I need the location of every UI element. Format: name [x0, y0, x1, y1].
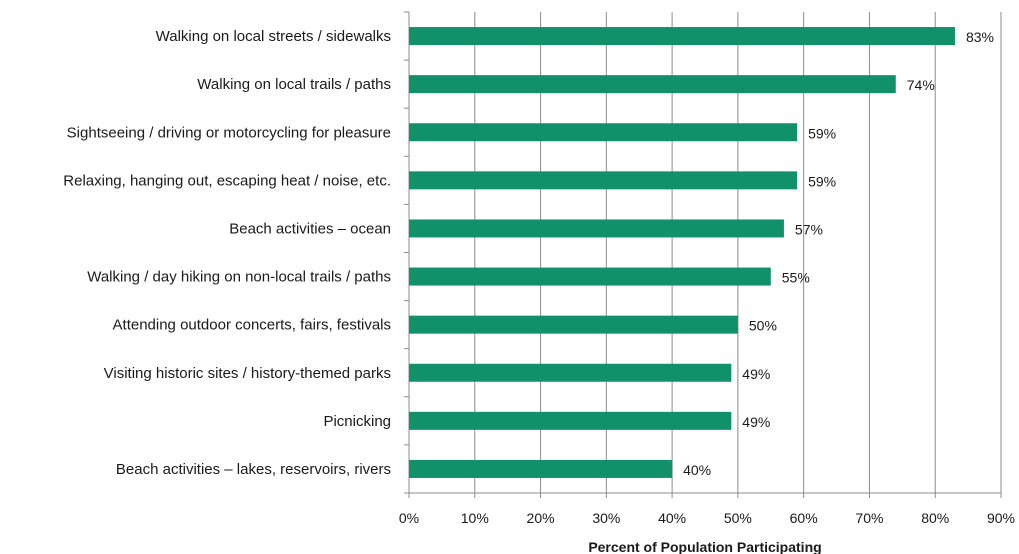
category-label: Walking / day hiking on non-local trails…: [87, 269, 391, 286]
category-labels: Walking on local streets / sidewalks Walk…: [63, 28, 391, 478]
category-label: Sightseeing / driving or motorcycling fo…: [67, 124, 391, 141]
value-label: 59%: [808, 125, 836, 141]
bar: [409, 459, 673, 478]
x-tick-label: 90%: [987, 510, 1015, 526]
category-label: Relaxing, hanging out, escaping heat / n…: [63, 172, 391, 189]
x-tick-label: 20%: [527, 510, 555, 526]
x-tick-label: 80%: [921, 510, 949, 526]
x-tick-label: 30%: [592, 510, 620, 526]
x-tick-label: 60%: [790, 510, 818, 526]
value-label: 40%: [683, 462, 711, 478]
x-tick-label: 40%: [658, 510, 686, 526]
value-label: 50%: [749, 318, 777, 334]
category-label: Attending outdoor concerts, fairs, festi…: [113, 317, 391, 334]
x-tick-labels: 0% 10% 20% 30% 40% 50% 60% 70% 80% 90%: [399, 510, 1015, 526]
value-label: 59%: [808, 173, 836, 189]
bar: [409, 171, 798, 190]
category-label: Beach activities – lakes, reservoirs, ri…: [116, 461, 391, 478]
bar: [409, 363, 732, 382]
value-label: 49%: [742, 366, 770, 382]
bar: [409, 219, 784, 238]
x-tick-label: 10%: [461, 510, 489, 526]
value-label: 74%: [907, 77, 935, 93]
bar: [409, 315, 738, 334]
value-label: 55%: [782, 270, 810, 286]
category-label: Visiting historic sites / history-themed…: [104, 365, 391, 382]
bar: [409, 75, 896, 94]
x-tick-label: 0%: [399, 510, 419, 526]
bar: [409, 267, 771, 286]
bar: [409, 123, 798, 142]
bar: [409, 411, 732, 430]
bar: [409, 27, 955, 46]
value-label: 83%: [966, 29, 994, 45]
category-label: Walking on local streets / sidewalks: [156, 28, 391, 45]
x-tick-label: 50%: [724, 510, 752, 526]
value-labels: 83% 74% 59% 59% 57% 55% 50% 49% 49% 40%: [683, 29, 994, 478]
value-label: 57%: [795, 221, 823, 237]
x-axis-title: Percent of Population Participating: [588, 539, 821, 554]
category-label: Picnicking: [323, 413, 391, 430]
x-tick-label: 70%: [855, 510, 883, 526]
bars: [409, 27, 955, 478]
value-label: 49%: [742, 414, 770, 430]
category-label: Walking on local trails / paths: [197, 76, 391, 93]
category-label: Beach activities – ocean: [229, 220, 391, 237]
